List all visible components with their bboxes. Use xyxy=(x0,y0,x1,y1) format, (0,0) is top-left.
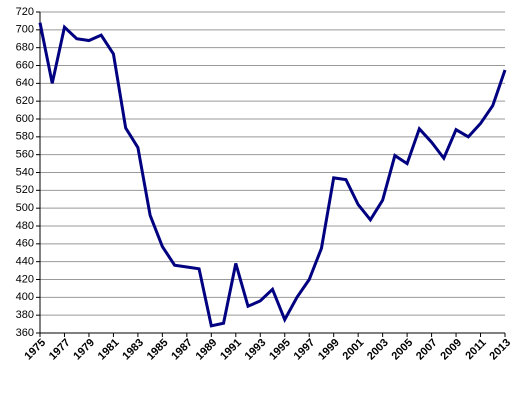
y-tick-label: 480 xyxy=(16,220,34,232)
y-tick-label: 440 xyxy=(16,256,34,268)
y-tick-label: 700 xyxy=(16,24,34,36)
y-tick-label: 540 xyxy=(16,166,34,178)
x-tick-label: 1997 xyxy=(292,337,318,363)
x-tick-label: 1983 xyxy=(120,337,146,363)
y-tick-label: 460 xyxy=(16,238,34,250)
y-tick-label: 600 xyxy=(16,113,34,125)
y-tick-label: 680 xyxy=(16,42,34,54)
y-tick-label: 400 xyxy=(16,291,34,303)
y-tick-label: 640 xyxy=(16,77,34,89)
x-tick-label: 2001 xyxy=(341,337,367,363)
x-tick-label: 2007 xyxy=(414,337,440,363)
y-tick-label: 620 xyxy=(16,95,34,107)
y-tick-label: 500 xyxy=(16,202,34,214)
y-tick-label: 380 xyxy=(16,309,34,321)
x-tick-label: 1977 xyxy=(47,337,73,363)
y-tick-label: 560 xyxy=(16,149,34,161)
x-tick-label: 1981 xyxy=(96,337,122,363)
x-tick-label: 2005 xyxy=(389,337,415,363)
x-tick-label: 2011 xyxy=(463,337,488,362)
y-tick-label: 720 xyxy=(16,6,34,18)
x-tick-label: 1985 xyxy=(145,337,171,363)
x-tick-label: 2013 xyxy=(487,337,513,363)
x-tick-label: 1993 xyxy=(243,337,269,363)
x-tick-label: 2009 xyxy=(438,337,464,363)
x-tick-label: 2003 xyxy=(365,337,391,363)
x-tick-label: 1995 xyxy=(267,337,293,363)
y-tick-label: 420 xyxy=(16,273,34,285)
y-tick-label: 580 xyxy=(16,131,34,143)
x-tick-label: 1989 xyxy=(194,337,220,363)
y-tick-label: 360 xyxy=(16,327,34,339)
x-tick-label: 1999 xyxy=(316,337,342,363)
x-tick-label: 1979 xyxy=(71,337,97,363)
y-tick-label: 660 xyxy=(16,59,34,71)
y-tick-label: 520 xyxy=(16,184,34,196)
line-series xyxy=(38,22,507,328)
x-tick-label: 1975 xyxy=(22,337,48,363)
x-tick-label: 1991 xyxy=(218,337,244,363)
x-tick-label: 1987 xyxy=(169,337,195,363)
